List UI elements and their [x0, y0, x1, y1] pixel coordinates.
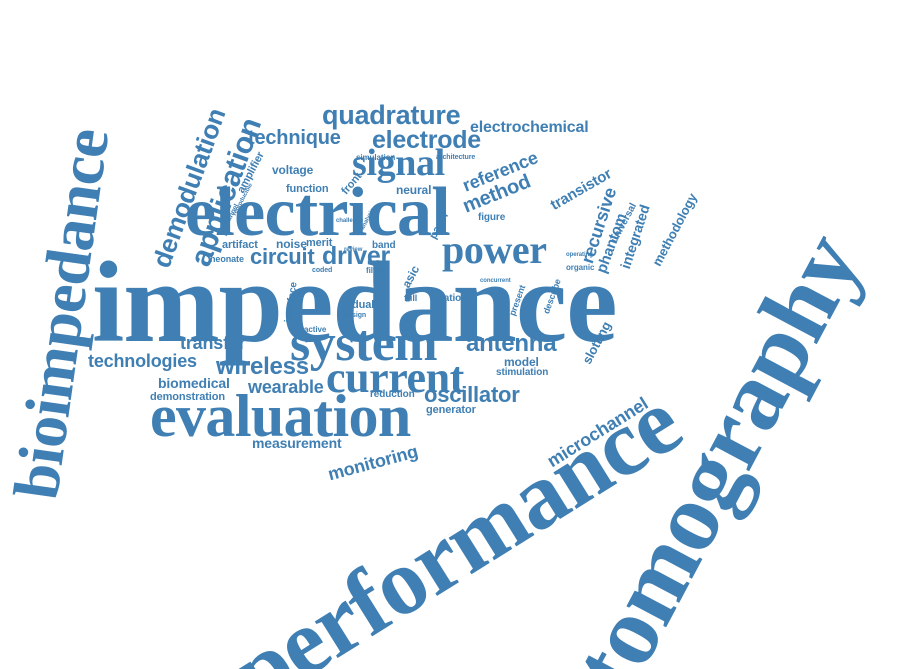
cloud-word: voltage — [272, 163, 314, 177]
cloud-word: technologies — [88, 351, 197, 371]
cloud-word: full — [404, 293, 418, 303]
cloud-word: measurement — [252, 435, 342, 451]
cloud-word: power — [442, 227, 547, 272]
cloud-word: oscillator — [424, 382, 520, 407]
cloud-word: wearable — [248, 377, 324, 397]
cloud-word: antenna — [466, 330, 557, 357]
cloud-word: methodology — [649, 190, 701, 269]
cloud-word: active — [304, 325, 327, 334]
cloud-word: concurrent — [480, 278, 511, 284]
cloud-word: electrode — [372, 126, 481, 154]
cloud-word: band — [372, 240, 396, 251]
cloud-word: signal — [352, 142, 445, 184]
cloud-word: quadrature — [322, 100, 461, 130]
cloud-word: operating — [566, 252, 593, 258]
cloud-word: noise — [276, 237, 307, 251]
cloud-word: organic — [566, 263, 595, 272]
cloud-word: circuit — [250, 244, 315, 269]
cloud-word: electrochemical — [470, 119, 589, 136]
cloud-word: biomedical — [158, 375, 230, 391]
cloud-word: coded — [312, 267, 333, 274]
cloud-word: evaluation — [150, 383, 411, 449]
cloud-word: current — [326, 353, 464, 402]
cloud-word: neural — [396, 183, 432, 197]
cloud-word: neonate — [210, 254, 244, 264]
cloud-word: wireless — [216, 353, 309, 380]
cloud-word: technique — [248, 127, 341, 149]
cloud-word: driver — [322, 242, 390, 270]
cloud-word: artifact — [222, 239, 258, 251]
cloud-word: simulation — [356, 153, 396, 162]
cloud-word: filter — [366, 266, 383, 275]
cloud-word: architecture — [436, 154, 476, 161]
cloud-word: review — [344, 247, 363, 253]
cloud-word: transfer — [180, 333, 246, 353]
cloud-word: figure — [478, 212, 506, 223]
cloud-word: design — [344, 312, 367, 319]
cloud-word: merit — [306, 237, 333, 249]
cloud-word: dual — [352, 299, 375, 311]
cloud-word: challenge — [336, 218, 364, 224]
cloud-word: function — [286, 183, 329, 195]
cloud-word: reduction — [370, 389, 415, 400]
cloud-word: stimulation — [496, 367, 549, 378]
cloud-word: electrical — [185, 174, 451, 251]
cloud-word: ratio — [440, 293, 462, 304]
cloud-word: generator — [426, 404, 476, 416]
cloud-word: demonstration — [150, 391, 225, 403]
cloud-word: system — [290, 315, 438, 372]
cloud-word: impedance — [92, 239, 618, 367]
cloud-word: model — [504, 355, 539, 369]
